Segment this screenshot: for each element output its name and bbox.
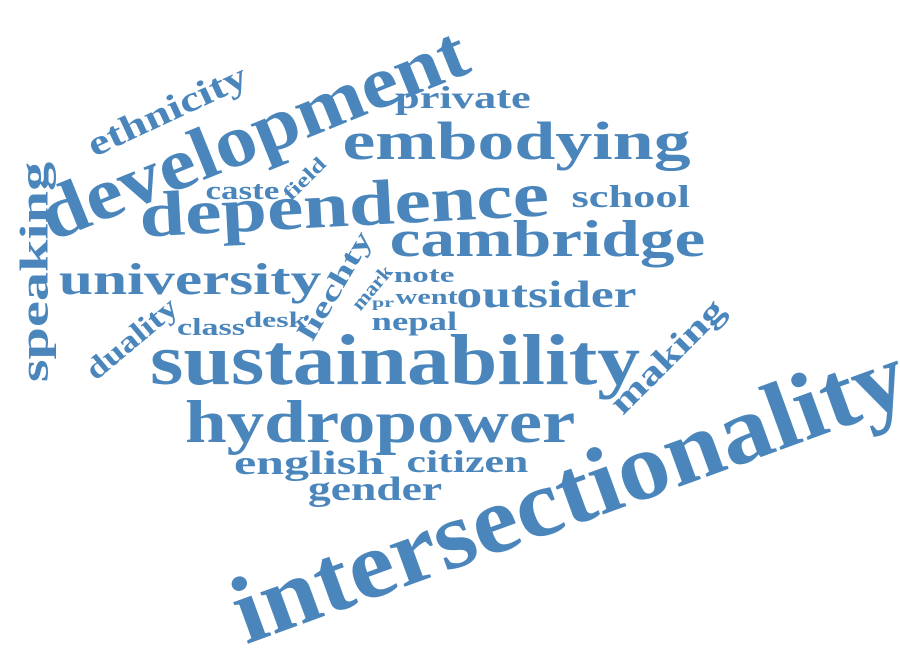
word-desk: desk	[244, 307, 306, 332]
word-gender: gender	[307, 471, 443, 508]
word-university: university	[58, 255, 322, 304]
word-citizen: citizen	[406, 443, 528, 479]
word-speaking: speaking	[11, 161, 57, 383]
word-note: note	[393, 262, 455, 287]
word-cambridge: cambridge	[389, 211, 705, 268]
word-cloud: intersectionality sustainability develop…	[11, 11, 900, 664]
word-class: class	[176, 315, 246, 341]
word-outsider: outsider	[456, 274, 636, 316]
word-hydropower: hydropower	[184, 389, 576, 455]
word-pr: pr	[372, 296, 394, 311]
word-caste: caste	[205, 176, 279, 205]
word-sustainability: sustainability	[150, 320, 641, 400]
word-embodying: embodying	[341, 111, 691, 171]
word-went: went	[394, 284, 458, 309]
word-school: school	[570, 178, 690, 214]
word-private: private	[395, 79, 531, 115]
word-english: english	[233, 445, 385, 482]
word-nepal: nepal	[371, 307, 457, 336]
